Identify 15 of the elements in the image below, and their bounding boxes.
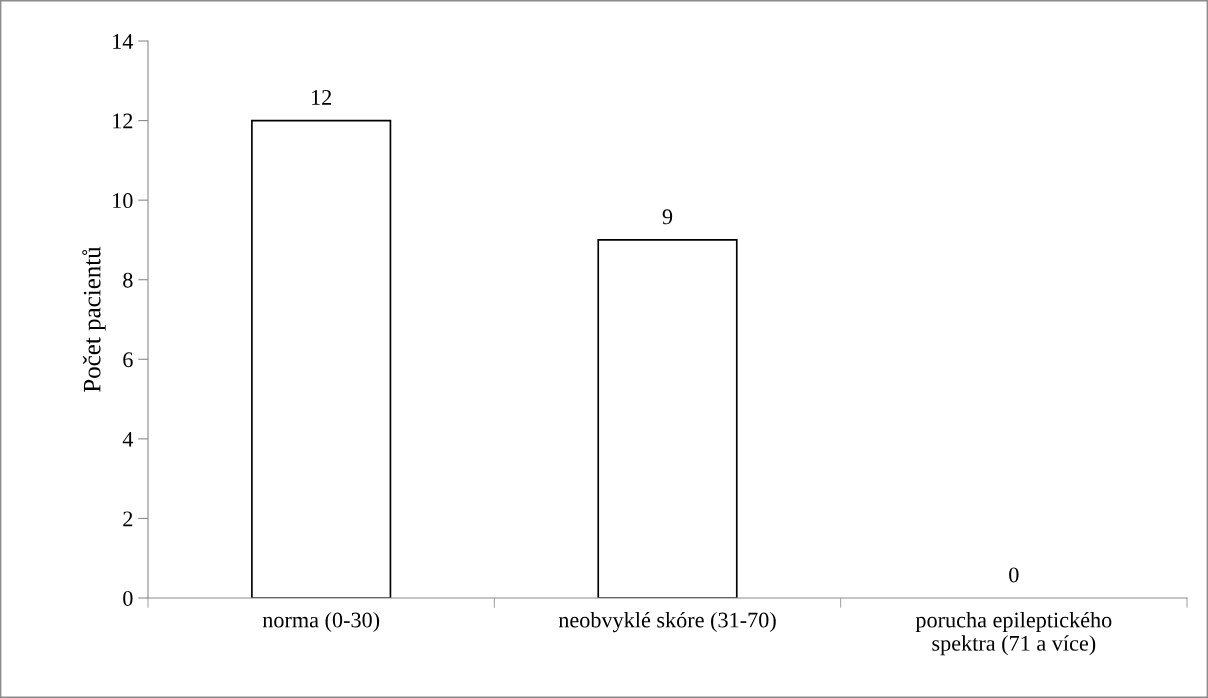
data-label: 0: [1009, 567, 1019, 583]
y-tick-label: 6: [123, 352, 133, 368]
y-tick-label: 2: [123, 511, 133, 527]
y-tick-label: 12: [113, 113, 133, 129]
x-tick-label: porucha epileptického spektra (71 a více): [915, 611, 1112, 656]
x-tick-label: neobvyklé skóre (31-70): [558, 611, 776, 633]
data-label: 12: [312, 90, 332, 105]
y-tick-label: 10: [113, 193, 133, 209]
x-tick-label: norma (0-30): [262, 611, 380, 633]
y-tick-label: 4: [122, 431, 134, 447]
y-tick-label: 8: [123, 272, 133, 288]
y-tick-label: 0: [123, 590, 133, 606]
y-tick-label: 14: [113, 34, 134, 49]
data-label: 9: [662, 209, 673, 225]
y-axis-title: Počet pacientů: [82, 246, 106, 393]
